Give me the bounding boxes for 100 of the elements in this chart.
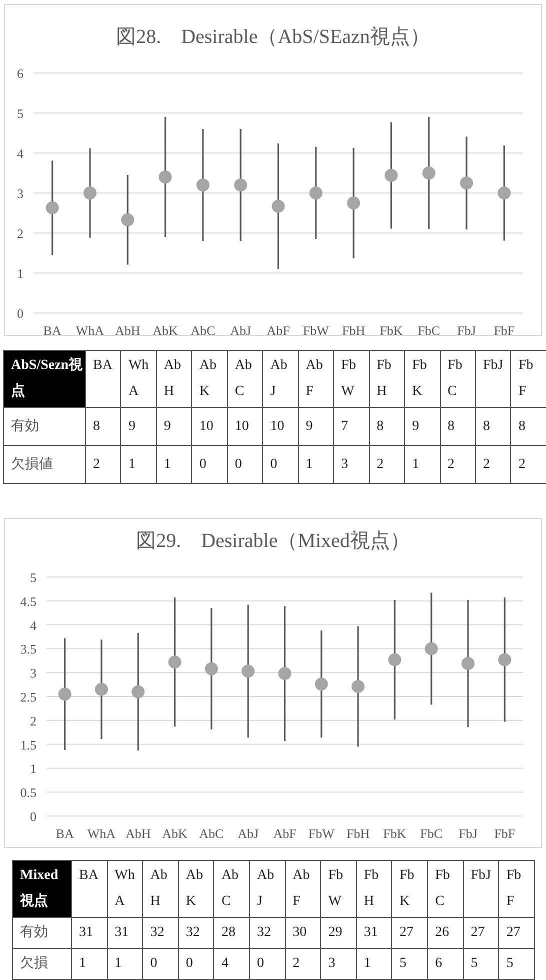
data-label: 1 <box>356 948 392 980</box>
point <box>94 682 108 696</box>
x-tick-label: BA <box>43 323 62 338</box>
point <box>278 667 292 680</box>
y-tick-label: 4 <box>30 618 37 633</box>
y-tick-label: 有効 <box>12 918 72 948</box>
data-label: 2 <box>285 948 321 980</box>
data-label: 6 <box>428 948 464 980</box>
x-tick-label: AbK <box>178 860 214 918</box>
data-label: 10 <box>262 408 298 446</box>
point <box>384 168 398 182</box>
y-tick-label: 1.5 <box>20 737 36 752</box>
data-label: 10 <box>227 408 263 446</box>
x-tick-label: FbW <box>320 860 356 918</box>
point <box>462 657 475 670</box>
x-tick-label: WhA <box>76 323 105 338</box>
y-tick-label: 2 <box>17 226 24 241</box>
x-tick-label: FbH <box>356 860 392 918</box>
y-tick-label: 欠損値 <box>4 446 86 484</box>
data-label: 0 <box>227 446 263 484</box>
data-label: 32 <box>178 918 214 948</box>
x-tick-label: FbH <box>346 826 370 841</box>
data-label: 8 <box>475 408 511 446</box>
point <box>83 186 96 200</box>
data-label: 27 <box>498 918 534 948</box>
x-tick-label: AbK <box>152 323 179 338</box>
data-label: 8 <box>369 408 405 446</box>
x-tick-label: FbJ <box>457 323 476 338</box>
x-tick-label: AbC <box>214 860 250 918</box>
x-tick-label: BA <box>86 350 121 408</box>
data-label: 31 <box>356 918 392 948</box>
x-tick-label: FbJ <box>475 350 511 408</box>
chart-title: 図28. Desirable（AbS/SEazn視点） <box>116 26 430 48</box>
y-tick-label: 5 <box>30 570 36 585</box>
data-label: 9 <box>298 408 334 446</box>
data-label: 29 <box>320 918 356 948</box>
point <box>168 656 182 669</box>
data-label: 0 <box>250 948 286 980</box>
y-tick-label: 3 <box>17 186 24 201</box>
point <box>196 178 210 192</box>
point <box>234 178 248 192</box>
x-tick-label: AbC <box>190 323 216 338</box>
y-tick-label: 4.5 <box>20 594 36 609</box>
x-tick-label: AbF <box>273 826 296 841</box>
y-tick-label: 欠損 <box>12 948 72 980</box>
point <box>132 685 145 698</box>
point <box>498 653 512 666</box>
point <box>204 662 218 676</box>
data-label: 0 <box>192 446 228 484</box>
y-tick-label: 5 <box>17 106 24 121</box>
x-tick-label: FbH <box>342 323 366 338</box>
data-label: 2 <box>475 446 511 484</box>
data-label: 28 <box>214 918 250 948</box>
x-tick-label: FbW <box>302 323 330 338</box>
point <box>272 200 285 213</box>
data-label: 27 <box>392 918 428 948</box>
x-tick-label: FbC <box>428 860 464 918</box>
data-label: 1 <box>298 446 334 484</box>
data-label: 5 <box>392 948 428 980</box>
x-tick-label: AbH <box>156 350 192 408</box>
data-label: 2 <box>440 446 476 484</box>
y-tick-label: 2.5 <box>20 690 36 704</box>
x-tick-label: FbK <box>392 860 428 918</box>
x-tick-label: FbF <box>498 860 534 918</box>
data-label: 2 <box>510 446 546 484</box>
point <box>58 688 72 701</box>
data-label: 31 <box>72 918 108 948</box>
point <box>422 166 436 180</box>
x-tick-label: AbJ <box>230 323 252 338</box>
x-tick-label: FbF <box>494 826 516 841</box>
x-tick-label: AbJ <box>262 350 298 408</box>
x-tick-label: FbW <box>308 826 336 841</box>
x-tick-label: AbF <box>266 323 290 338</box>
x-tick-label: FbC <box>440 350 476 408</box>
data-label: 7 <box>334 408 370 446</box>
y-tick-label: 3 <box>30 666 36 681</box>
data-label: 0 <box>262 446 298 484</box>
data-label: 1 <box>120 446 156 484</box>
point <box>388 653 402 666</box>
point <box>352 680 365 693</box>
y-tick-label: 1 <box>30 761 36 776</box>
data-label: 3 <box>320 948 356 980</box>
y-tick-label: 1 <box>17 266 24 281</box>
x-tick-label: FbH <box>369 350 405 408</box>
x-tick-label: AbH <box>125 826 151 841</box>
x-tick-label: WhA <box>107 860 143 918</box>
point <box>498 186 511 200</box>
data-label: 1 <box>404 446 440 484</box>
x-tick-label: FbF <box>494 323 515 338</box>
x-tick-label: AbF <box>285 860 321 918</box>
y-tick-label: 0.5 <box>20 785 36 800</box>
data-label: 0 <box>178 948 214 980</box>
data-label: 10 <box>192 408 228 446</box>
data-label: 5 <box>498 948 534 980</box>
point <box>121 213 134 226</box>
y-tick-label: 3.5 <box>20 642 36 657</box>
data-label: 9 <box>156 408 192 446</box>
x-tick-label: FbK <box>383 826 407 841</box>
x-tick-label: FbJ <box>463 860 499 918</box>
x-tick-label: AbH <box>114 323 140 338</box>
